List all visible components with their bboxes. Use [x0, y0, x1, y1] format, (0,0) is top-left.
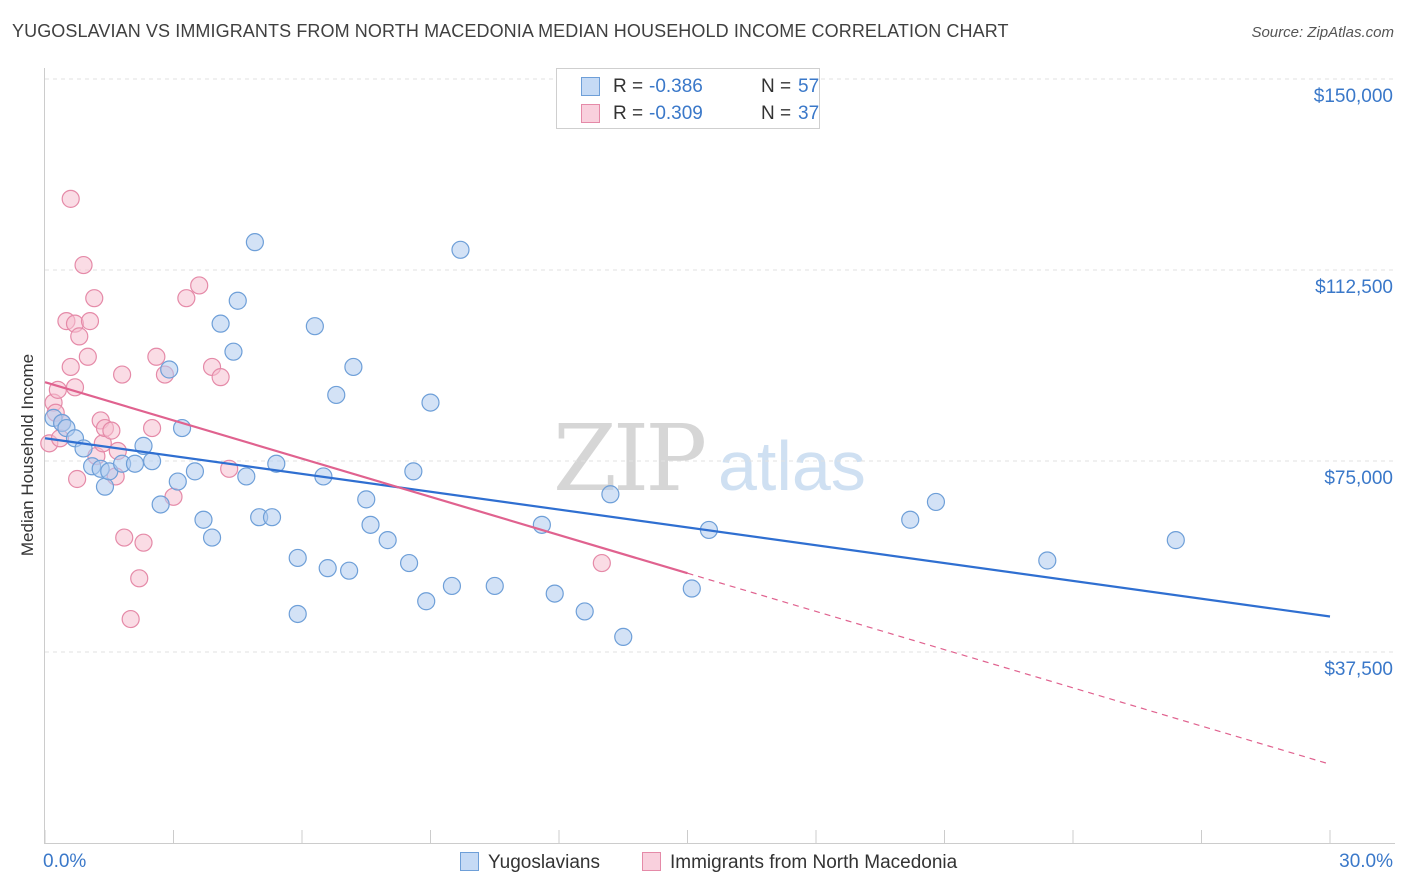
north-macedonia-point: [85, 289, 104, 308]
north-macedonia-point: [80, 312, 100, 331]
north-macedonia-point: [70, 327, 89, 346]
yugoslavian-point: [288, 604, 307, 624]
yugoslavians-trend-line: [44, 437, 1331, 618]
yugoslavian-point: [404, 462, 423, 481]
north-macedonia-point: [61, 189, 80, 208]
trend-lines: [44, 381, 1331, 765]
yugoslavian-point: [245, 233, 264, 252]
yugoslavian-point: [151, 495, 170, 514]
north-macedonia-point: [68, 469, 87, 489]
y-tick-label: $150,000: [1313, 86, 1393, 107]
yugoslavian-point: [305, 317, 324, 336]
y-tick-label: $112,500: [1315, 277, 1393, 298]
yugoslavian-point: [399, 553, 419, 573]
y-axis-label: Median Household Income: [18, 353, 37, 557]
yugoslavian-point: [357, 490, 376, 509]
x-tick-label-min: 0.0%: [43, 851, 87, 872]
legend-label: Immigrants from North Macedonia: [670, 852, 958, 873]
correlation-box: R = -0.386 N = 57 R = -0.309 N = 37: [556, 68, 820, 129]
r-label: R =: [613, 103, 644, 124]
yugoslavian-point: [575, 602, 594, 621]
north-macedonia-trend-line-extension: [687, 572, 1331, 765]
north-macedonia-point: [112, 365, 132, 384]
y-tick-label: $37,500: [1324, 659, 1393, 680]
pink-swatch-icon: [581, 104, 600, 123]
yugoslavian-point: [344, 357, 363, 377]
north-macedonia-point: [102, 421, 121, 440]
north-macedonia-point: [147, 347, 166, 366]
yugoslavian-point: [228, 291, 247, 310]
legend-item-yugoslavians: Yugoslavians: [460, 852, 600, 874]
yugoslavian-point: [202, 528, 222, 547]
blue-swatch-icon: [460, 852, 479, 871]
n-value: 57: [798, 76, 820, 97]
yugoslavian-point: [185, 462, 205, 481]
yugoslavian-point: [340, 561, 359, 580]
north-macedonia-point: [134, 533, 153, 552]
legend-item-north-macedonia: Immigrants from North Macedonia: [642, 852, 957, 874]
north-macedonia-point: [177, 289, 196, 308]
yugoslavian-point: [224, 342, 243, 361]
yugoslavian-point: [211, 314, 230, 333]
legend-label: Yugoslavians: [488, 852, 600, 873]
yugoslavian-point: [1166, 531, 1185, 550]
yugoslavian-point: [194, 510, 213, 529]
n-label: N =: [761, 103, 792, 124]
yugoslavian-point: [545, 584, 564, 603]
yugoslavian-point: [378, 531, 397, 550]
yugoslavian-point: [601, 485, 620, 504]
grid-lines: [45, 78, 1395, 653]
north-macedonia-point: [130, 569, 149, 588]
yugoslavian-point: [318, 559, 337, 578]
north-macedonia-trend-line: [44, 381, 688, 575]
north-macedonia-point: [592, 553, 611, 573]
yugoslavian-point: [142, 452, 162, 471]
pink-swatch-icon: [642, 852, 661, 871]
yugoslavian-point: [160, 360, 179, 379]
north-macedonia-point: [78, 347, 97, 366]
yugoslavian-point: [442, 576, 462, 596]
x-tick-label-max: 30.0%: [1339, 851, 1393, 872]
yugoslavian-point: [134, 436, 153, 455]
north-macedonia-point: [211, 368, 230, 387]
yugoslavian-point: [926, 492, 946, 512]
y-tick-label: $75,000: [1324, 468, 1393, 489]
north-macedonia-point: [190, 276, 209, 295]
yugoslavian-point: [327, 385, 346, 405]
yugoslavian-point: [417, 592, 436, 611]
yugoslavian-point: [267, 454, 286, 473]
yugoslavian-point: [237, 467, 256, 486]
axes: [44, 68, 1395, 844]
watermark-atlas: atlas: [718, 427, 866, 505]
yugoslavian-point: [451, 240, 470, 259]
north-macedonia-point: [121, 609, 140, 629]
yugoslavian-point: [485, 576, 504, 596]
watermark-zip: ZIP: [553, 405, 707, 512]
series-yugoslavians-points: [44, 233, 1185, 646]
yugoslavian-point: [168, 472, 187, 491]
chart-title: YUGOSLAVIAN VS IMMIGRANTS FROM NORTH MAC…: [12, 21, 1009, 41]
n-label: N =: [761, 76, 792, 97]
source-label: Source: ZipAtlas.com: [1251, 24, 1394, 41]
yugoslavian-point: [901, 510, 920, 529]
yugoslavian-point: [95, 477, 115, 496]
yugoslavian-point: [614, 627, 633, 646]
north-macedonia-point: [74, 255, 93, 275]
north-macedonia-point: [142, 418, 162, 438]
north-macedonia-point: [115, 528, 134, 547]
yugoslavian-point: [361, 515, 380, 534]
blue-swatch-icon: [581, 77, 600, 96]
yugoslavian-point: [288, 548, 307, 568]
yugoslavian-point: [421, 393, 440, 412]
yugoslavian-point: [262, 508, 282, 527]
yugoslavian-point: [125, 454, 145, 473]
r-value: -0.386: [649, 76, 703, 97]
r-label: R =: [613, 76, 644, 97]
north-macedonia-point: [61, 357, 80, 377]
n-value: 37: [798, 103, 820, 124]
yugoslavian-point: [1038, 551, 1057, 570]
yugoslavian-point: [682, 579, 701, 598]
r-value: -0.309: [649, 103, 703, 124]
